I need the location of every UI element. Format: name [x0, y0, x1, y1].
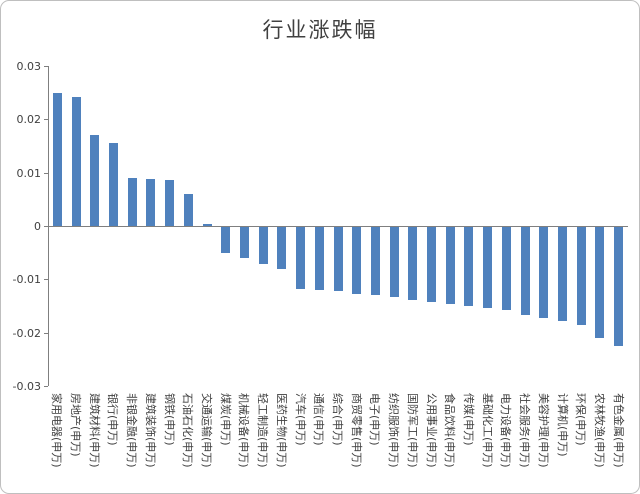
x-category-label: 综合(申万) [331, 393, 344, 446]
bar [539, 226, 549, 318]
x-category-label: 交通运输(申万) [200, 393, 214, 468]
bar [370, 226, 380, 296]
bar [445, 226, 455, 305]
bar [183, 194, 193, 226]
x-category-label: 商贸零售(申万) [349, 393, 363, 468]
y-tick-mark [44, 226, 48, 227]
bar [71, 96, 81, 226]
y-tick-mark [44, 119, 48, 120]
bar [165, 180, 175, 226]
bar [483, 226, 493, 308]
bar [427, 226, 437, 303]
x-category-label: 通信(申万) [312, 393, 326, 446]
x-category-label: 食品饮料(申万) [443, 393, 457, 468]
bar [595, 226, 605, 338]
x-category-label: 家用电器(申万) [50, 393, 64, 468]
bar [90, 135, 100, 226]
x-category-label: 银行(申万) [106, 393, 120, 446]
x-category-label: 环保(申万) [574, 393, 588, 446]
y-tick-mark [44, 279, 48, 280]
bar [352, 226, 362, 295]
x-category-label: 有色金属(申万) [611, 393, 625, 468]
bar [221, 226, 231, 253]
x-category-label: 基础化工(申万) [480, 393, 494, 468]
bar [408, 226, 418, 301]
x-category-label: 医药生物(申万) [274, 393, 288, 468]
x-category-label: 农林牧渔(申万) [592, 393, 606, 468]
x-category-label: 建筑装饰(申万) [143, 393, 157, 468]
x-category-label: 电子(申万) [368, 393, 382, 446]
bar [296, 226, 306, 289]
x-category-label: 汽车(申万) [293, 393, 307, 446]
y-tick-mark [44, 386, 48, 387]
bar [333, 226, 343, 292]
y-tick-mark [44, 173, 48, 174]
bar [108, 143, 118, 226]
x-category-label: 石油石化(申万) [181, 393, 195, 468]
bar [520, 226, 530, 316]
x-category-label: 纺织服饰(申万) [387, 393, 401, 468]
y-tick-label: -0.02 [12, 327, 41, 340]
bar [576, 226, 586, 325]
bar [202, 224, 212, 226]
bar [52, 92, 62, 226]
bar [314, 226, 324, 290]
x-category-label: 机械设备(申万) [237, 393, 251, 468]
x-category-label: 电力设备(申万) [499, 393, 513, 468]
x-category-label: 煤炭(申万) [218, 393, 232, 446]
y-tick-label: 0 [34, 220, 41, 233]
y-tick-label: -0.01 [12, 273, 41, 286]
x-category-label: 非银金融(申万) [125, 393, 139, 468]
chart-title: 行业涨跌幅 [262, 18, 378, 42]
x-category-label: 建筑材料(申万) [87, 393, 101, 468]
bar [127, 178, 137, 226]
x-category-label: 美容护理(申万) [536, 393, 550, 468]
y-tick-mark [44, 333, 48, 334]
y-tick-label: 0.03 [16, 60, 42, 73]
x-category-label: 轻工制造(申万) [256, 393, 270, 468]
x-category-label: 钢铁(申万) [162, 393, 176, 446]
y-tick-label: 0.02 [16, 113, 42, 126]
bar [258, 226, 268, 265]
x-category-label: 计算机(申万) [555, 393, 569, 457]
bar [389, 226, 399, 298]
x-axis-zero-line [48, 226, 628, 227]
y-tick-mark [44, 66, 48, 67]
bar [277, 226, 287, 269]
x-category-label: 房地产(申万) [69, 393, 83, 457]
x-category-label: 社会服务(申万) [518, 393, 532, 468]
x-category-label: 传媒(申万) [461, 393, 475, 446]
bar [614, 226, 624, 346]
bar [558, 226, 568, 321]
bar [239, 226, 249, 258]
y-tick-label: -0.03 [12, 380, 41, 393]
y-tick-label: 0.01 [16, 167, 42, 180]
x-category-label: 国防军工(申万) [405, 393, 419, 468]
bar [146, 179, 156, 226]
bar [464, 226, 474, 306]
x-category-label: 公用事业(申万) [424, 393, 438, 468]
bar [501, 226, 511, 310]
